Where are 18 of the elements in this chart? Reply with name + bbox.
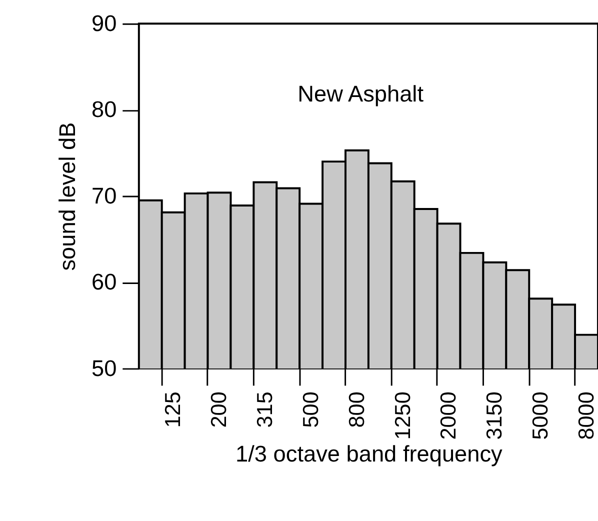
x-tick-label: 315 [252,392,278,428]
x-tick-label: 5000 [528,392,553,440]
x-tick-label: 8000 [573,392,598,440]
x-tick-label: 125 [160,392,186,428]
y-tick-label: 60 [92,268,117,295]
x-tick-label: 1250 [390,392,415,440]
x-axis-title: 1/3 octave band frequency [236,440,504,466]
y-tick-label: 80 [92,96,117,122]
annotation: New Asphalt [298,80,424,106]
y-tick-label: 50 [92,354,117,381]
y-axis-title: sound level dB [54,122,80,271]
x-tick-label: 500 [298,392,323,428]
y-tick-label: 90 [92,10,117,36]
x-tick-label: 800 [344,392,369,428]
y-tick-label: 70 [92,182,117,208]
x-tick-label: 200 [206,392,232,428]
x-tick-label: 3150 [482,392,507,440]
x-tick-label: 2000 [436,392,461,440]
